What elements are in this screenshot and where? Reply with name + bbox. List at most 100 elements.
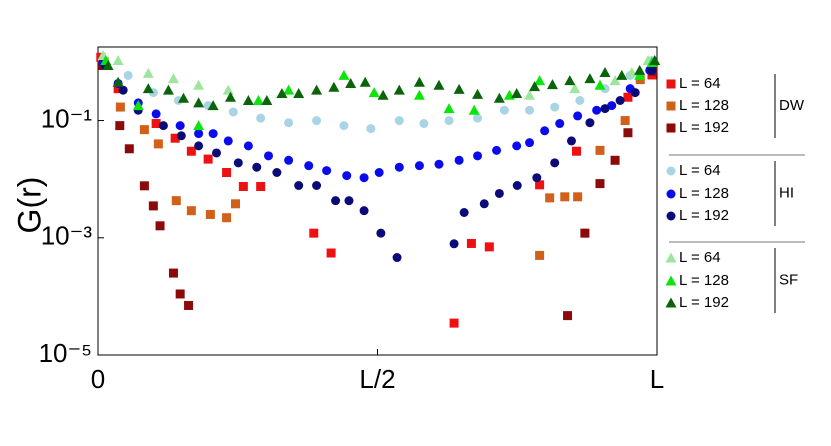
data-point (112, 76, 124, 87)
data-point (175, 121, 185, 131)
data-point (242, 95, 254, 106)
data-point (580, 228, 590, 238)
data-point (158, 121, 168, 131)
data-point (532, 173, 542, 183)
data-point (609, 75, 621, 86)
data-point (238, 181, 248, 191)
data-point (284, 155, 294, 165)
data-point (615, 96, 625, 106)
data-point (546, 79, 558, 90)
y-axis-label: G(r) (11, 177, 47, 234)
data-point (585, 118, 595, 128)
data-point (309, 228, 319, 238)
data-point (312, 181, 322, 191)
data-point (560, 192, 570, 202)
data-point (151, 119, 161, 129)
data-point (359, 173, 369, 183)
x-tick-label: 0 (91, 364, 105, 394)
data-point (540, 126, 550, 136)
data-point (304, 161, 314, 171)
data-point (256, 113, 266, 123)
data-point (454, 155, 464, 165)
legend-label: L = 192 (679, 207, 729, 224)
data-point (573, 111, 583, 121)
data-point (148, 201, 158, 211)
data-point (223, 136, 233, 146)
data-point (525, 105, 535, 115)
data-point (132, 100, 144, 111)
data-point (283, 84, 295, 95)
data-point (566, 136, 576, 146)
legend-marker (665, 275, 677, 286)
legend-group-label: SF (779, 271, 798, 288)
data-point (592, 105, 602, 115)
data-point (599, 67, 611, 78)
data-point (600, 104, 610, 114)
data-point (345, 77, 357, 88)
data-point (575, 96, 585, 106)
data-point (569, 83, 581, 94)
data-point (545, 193, 555, 203)
data-point (433, 79, 445, 90)
data-point (449, 318, 459, 328)
data-point (449, 239, 459, 249)
data-point (212, 148, 222, 158)
data-point (359, 206, 369, 216)
y-tick-label: 10⁻⁵ (39, 338, 92, 368)
data-point (649, 54, 661, 65)
data-point (468, 104, 480, 115)
data-point (102, 60, 114, 71)
data-point (178, 92, 190, 103)
data-point (550, 158, 560, 168)
data-point (563, 311, 573, 321)
data-point (112, 54, 124, 65)
data-point (493, 92, 505, 103)
data-point (434, 159, 444, 169)
legend-marker (666, 79, 676, 89)
data-point (459, 208, 469, 218)
data-point (620, 116, 630, 126)
data-point (368, 87, 380, 98)
data-point (572, 146, 582, 156)
data-point (115, 102, 125, 112)
legend-marker (666, 101, 676, 111)
data-point (222, 213, 232, 223)
x-tick-label: L (650, 364, 664, 394)
y-tick-label: 10⁻¹ (41, 103, 93, 133)
data-point (339, 121, 349, 131)
data-point (113, 84, 123, 94)
legend-group-label: DW (779, 97, 805, 114)
data-point (186, 206, 196, 216)
data-point (342, 171, 352, 181)
data-point (623, 128, 633, 138)
data-point (208, 129, 218, 139)
data-point (312, 116, 322, 126)
data-point (139, 125, 149, 135)
data-point (243, 141, 253, 151)
data-point (630, 88, 640, 98)
data-point (207, 100, 219, 111)
data-point (263, 151, 273, 161)
data-point (193, 79, 205, 90)
data-point (479, 199, 489, 209)
data-point (252, 95, 264, 106)
data-point (167, 73, 179, 84)
data-point (534, 75, 546, 86)
data-point (231, 199, 241, 209)
data-point (139, 181, 149, 191)
data-point (473, 151, 483, 161)
data-point (394, 116, 404, 126)
data-point (194, 129, 204, 139)
data-point (499, 105, 509, 115)
data-point (529, 81, 541, 92)
data-point (564, 75, 576, 86)
data-point (413, 89, 425, 100)
data-point (142, 83, 154, 94)
data-point (419, 119, 429, 129)
data-point (494, 188, 504, 198)
data-point (555, 119, 565, 129)
data-point (175, 289, 185, 299)
data-point (233, 158, 243, 168)
data-point (550, 102, 560, 112)
data-point (610, 155, 620, 165)
